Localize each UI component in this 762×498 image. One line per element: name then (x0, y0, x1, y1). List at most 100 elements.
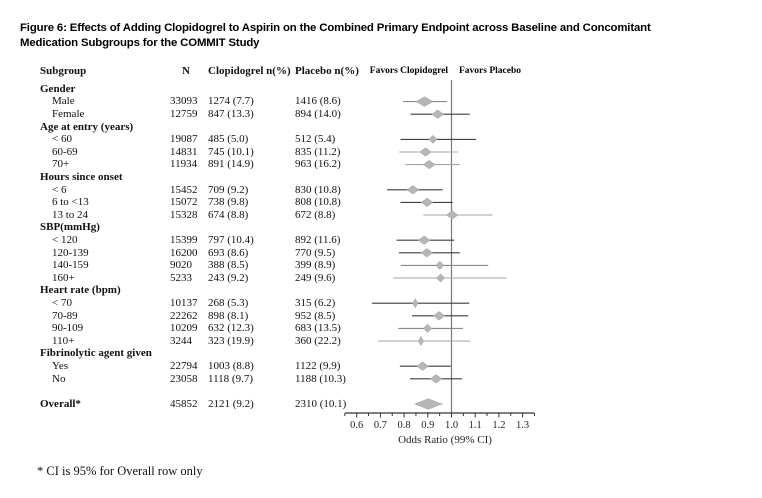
clopidogrel-value: 1274 (7.7) (208, 95, 254, 108)
subgroup-label: SBP(mmHg) (40, 221, 100, 234)
table-row: 140-159 9020 388 (8.5) 399 (8.9) (0, 259, 560, 272)
subgroup-label: < 6 (52, 183, 67, 196)
placebo-value: 770 (9.5) (295, 246, 336, 259)
table-row: Female 12759 847 (13.3) 894 (14.0) (0, 108, 560, 121)
table-row: Male 33093 1274 (7.7) 1416 (8.6) (0, 95, 560, 108)
subgroup-label: Male (52, 95, 75, 108)
or-diamond (414, 398, 443, 410)
placebo-value: 1416 (8.6) (295, 95, 341, 108)
or-diamond (416, 361, 429, 371)
axis-tick-label: 1.0 (445, 420, 458, 431)
placebo-value: 894 (14.0) (295, 107, 341, 120)
or-diamond (429, 374, 443, 384)
clopidogrel-value: 485 (5.0) (208, 133, 249, 146)
subgroup-label: Fibrinolytic agent given (40, 347, 152, 360)
axis-tick-label: 0.7 (374, 420, 387, 431)
axis-tick-label: 0.6 (350, 420, 363, 431)
table-row: No 23058 1118 (9.7) 1188 (10.3) (0, 373, 560, 386)
section-row: Hours since onset (0, 171, 560, 184)
n-value: 11934 (170, 158, 198, 171)
placebo-value: 315 (6.2) (295, 296, 336, 309)
or-diamond (406, 185, 420, 195)
subgroup-label: 70+ (52, 158, 70, 171)
clopidogrel-value: 738 (9.8) (208, 196, 249, 209)
axis-tick-label: 1.1 (469, 420, 482, 431)
n-value: 3244 (170, 334, 192, 347)
favors-clopidogrel-label: Favors Clopidogrel (369, 66, 448, 76)
section-row: Heart rate (bpm) (0, 284, 560, 297)
figure-title-line1: Figure 6: Effects of Adding Clopidogrel … (20, 22, 651, 34)
placebo-value: 672 (8.8) (295, 208, 336, 221)
n-value: 10137 (170, 296, 198, 309)
clopidogrel-value: 709 (9.2) (208, 183, 249, 196)
favors-placebo-label: Favors Placebo (459, 66, 522, 76)
n-value: 5233 (170, 271, 192, 284)
footnote: * CI is 95% for Overall row only (37, 464, 203, 478)
clopidogrel-value: 2121 (9.2) (208, 397, 254, 410)
section-row: Age at entry (years) (0, 121, 560, 134)
subgroup-label: 90-109 (52, 322, 84, 335)
n-value: 16200 (170, 246, 198, 259)
n-value: 15328 (170, 208, 198, 221)
or-diamond (420, 248, 434, 258)
column-header-n: N (182, 64, 190, 77)
clopidogrel-value: 632 (12.3) (208, 322, 254, 335)
table-row: 70-89 22262 898 (8.1) 952 (8.5) (0, 310, 560, 323)
n-value: 9020 (170, 259, 192, 272)
subgroup-label: 140-159 (52, 259, 89, 272)
column-header-subgroup: Subgroup (40, 64, 87, 77)
or-diamond (428, 134, 438, 144)
subgroup-label: No (52, 372, 66, 385)
clopidogrel-value: 847 (13.3) (208, 107, 254, 120)
clopidogrel-value: 243 (9.2) (208, 271, 249, 284)
subgroup-label: Age at entry (years) (40, 120, 134, 133)
or-diamond (435, 260, 445, 270)
or-diamond (418, 335, 424, 347)
axis-tick-label: 1.2 (492, 420, 505, 431)
clopidogrel-value: 268 (5.3) (208, 296, 249, 309)
axis-title: Odds Ratio (99% CI) (398, 434, 492, 446)
placebo-value: 830 (10.8) (295, 183, 341, 196)
clopidogrel-value: 693 (8.6) (208, 246, 249, 259)
table-row: 6 to <13 15072 738 (9.8) 808 (10.8) (0, 196, 560, 209)
or-diamond (423, 159, 436, 170)
clopidogrel-value: 745 (10.1) (208, 145, 254, 158)
subgroup-label: Heart rate (bpm) (40, 284, 121, 297)
n-value: 19087 (170, 133, 198, 146)
placebo-value: 808 (10.8) (295, 196, 341, 209)
n-value: 14831 (170, 145, 198, 158)
n-value: 23058 (170, 372, 198, 385)
placebo-value: 892 (11.6) (295, 233, 341, 246)
table-row: < 6 15452 709 (9.2) 830 (10.8) (0, 184, 560, 197)
table-row: 13 to 24 15328 674 (8.8) 672 (8.8) (0, 209, 560, 222)
placebo-value: 512 (5.4) (295, 133, 336, 146)
subgroup-label: 120-139 (52, 246, 89, 259)
axis-tick-label: 0.8 (398, 420, 411, 431)
table-row: 60-69 14831 745 (10.1) 835 (11.2) (0, 146, 560, 159)
or-diamond (436, 273, 446, 283)
subgroup-label: 70-89 (52, 309, 78, 322)
figure-title: Figure 6: Effects of Adding Clopidogrel … (20, 21, 738, 50)
table-row: 120-139 16200 693 (8.6) 770 (9.5) (0, 247, 560, 260)
n-value: 22794 (170, 359, 198, 372)
placebo-value: 683 (13.5) (295, 322, 341, 335)
subgroup-label: 6 to <13 (52, 196, 89, 209)
placebo-value: 360 (22.2) (295, 334, 341, 347)
placebo-value: 952 (8.5) (295, 309, 336, 322)
column-header-clopidogrel: Clopidogrel n(%) (208, 64, 291, 77)
n-value: 15072 (170, 196, 198, 209)
placebo-value: 249 (9.6) (295, 271, 336, 284)
subgroup-label: 13 to 24 (52, 208, 89, 221)
placebo-value: 1122 (9.9) (295, 359, 341, 372)
figure-title-line2: Medication Subgroups for the COMMIT Stud… (20, 36, 260, 49)
or-diamond (423, 323, 433, 333)
subgroup-label: Overall* (40, 397, 81, 410)
subgroup-label: Female (52, 107, 85, 120)
section-row: SBP(mmHg) (0, 221, 560, 234)
table-row: Yes 22794 1003 (8.8) 1122 (9.9) (0, 360, 560, 373)
table-row: < 70 10137 268 (5.3) 315 (6.2) (0, 297, 560, 310)
subgroup-label: 110+ (52, 334, 75, 347)
table-row: 160+ 5233 243 (9.2) 249 (9.6) (0, 272, 560, 285)
